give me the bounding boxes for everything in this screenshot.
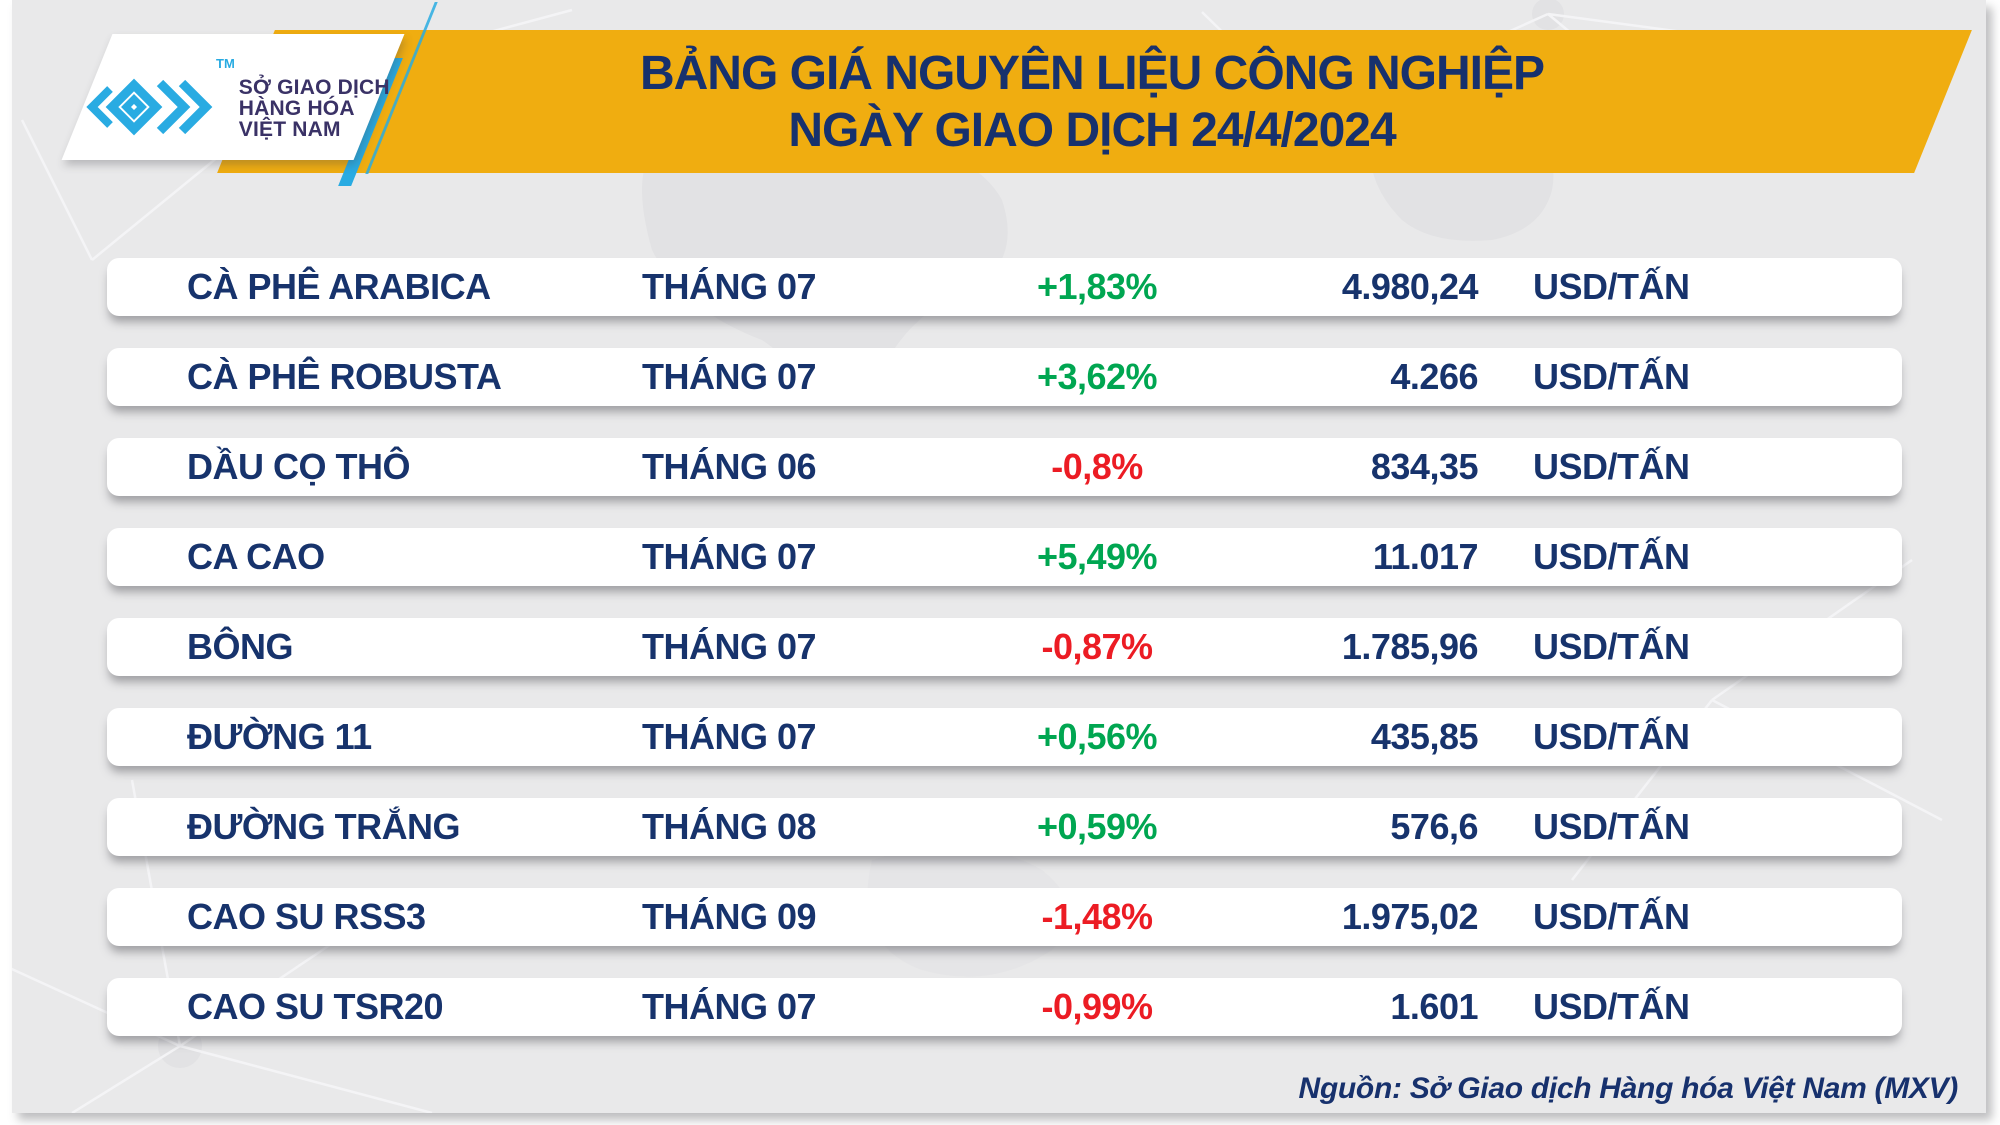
unit-label: USD/TẤN (1533, 806, 1690, 847)
unit-label: USD/TẤN (1533, 716, 1690, 757)
contract-month: THÁNG 07 (641, 356, 817, 397)
change-percent: -0,99% (1041, 986, 1153, 1027)
price-value: 435,85 (1370, 716, 1479, 757)
table-row: BÔNG THÁNG 07 -0,87% 1.785,96 USD/TẤN (107, 618, 1902, 676)
change-percent: +0,59% (1036, 806, 1158, 847)
price-table: CÀ PHÊ ARABICA THÁNG 07 +1,83% 4.980,24 … (107, 258, 1902, 1068)
mxv-logo-icon (86, 78, 213, 136)
page-title: BẢNG GIÁ NGUYÊN LIỆU CÔNG NGHIỆP NGÀY GI… (392, 30, 1792, 173)
price-value: 4.980,24 (1341, 266, 1479, 307)
table-row: CAO SU RSS3 THÁNG 09 -1,48% 1.975,02 USD… (107, 888, 1902, 946)
unit-label: USD/TẤN (1533, 986, 1690, 1027)
table-row: CÀ PHÊ ROBUSTA THÁNG 07 +3,62% 4.266 USD… (107, 348, 1902, 406)
trademark-label: TM (216, 56, 235, 71)
commodity-name: DẦU CỌ THÔ (187, 446, 411, 487)
logo-org-name: SỞ GIAO DỊCH HÀNG HÓA VIỆT NAM (239, 77, 390, 140)
unit-label: USD/TẤN (1533, 626, 1690, 667)
logo-org-line1: SỞ GIAO DỊCH (238, 75, 390, 99)
table-row: ĐƯỜNG 11 THÁNG 07 +0,56% 435,85 USD/TẤN (107, 708, 1902, 766)
price-value: 4.266 (1390, 356, 1478, 397)
change-percent: +3,62% (1036, 356, 1158, 397)
change-percent: -0,8% (1051, 446, 1143, 487)
table-row: CA CAO THÁNG 07 +5,49% 11.017 USD/TẤN (107, 528, 1902, 586)
commodity-name: BÔNG (187, 626, 294, 667)
background-panel: BẢNG GIÁ NGUYÊN LIỆU CÔNG NGHIỆP NGÀY GI… (12, 0, 1986, 1113)
contract-month: THÁNG 07 (641, 986, 817, 1027)
table-row: CÀ PHÊ ARABICA THÁNG 07 +1,83% 4.980,24 … (107, 258, 1902, 316)
contract-month: THÁNG 06 (641, 446, 817, 487)
table-row: CAO SU TSR20 THÁNG 07 -0,99% 1.601 USD/T… (107, 978, 1902, 1036)
commodity-name: CAO SU RSS3 (187, 896, 426, 937)
mxv-logo: TM SỞ GIAO DỊCH HÀNG HÓA VIỆT NAM (82, 40, 392, 160)
price-value: 1.601 (1390, 986, 1478, 1027)
contract-month: THÁNG 07 (641, 536, 817, 577)
table-row: DẦU CỌ THÔ THÁNG 06 -0,8% 834,35 USD/TẤN (107, 438, 1902, 496)
contract-month: THÁNG 09 (641, 896, 817, 937)
price-value: 11.017 (1372, 536, 1479, 577)
price-value: 1.975,02 (1341, 896, 1479, 937)
commodity-name: CÀ PHÊ ROBUSTA (187, 356, 502, 397)
contract-month: THÁNG 07 (641, 626, 817, 667)
contract-month: THÁNG 08 (641, 806, 817, 847)
unit-label: USD/TẤN (1533, 536, 1690, 577)
title-line-1: BẢNG GIÁ NGUYÊN LIỆU CÔNG NGHIỆP (639, 46, 1545, 100)
commodity-name: ĐƯỜNG 11 (187, 716, 372, 757)
change-percent: -0,87% (1041, 626, 1153, 667)
source-caption: Nguồn: Sở Giao dịch Hàng hóa Việt Nam (M… (1298, 1072, 1959, 1105)
unit-label: USD/TẤN (1533, 446, 1690, 487)
title-line-2: NGÀY GIAO DỊCH 24/4/2024 (788, 103, 1396, 157)
contract-month: THÁNG 07 (641, 716, 817, 757)
logo-org-line2: HÀNG HÓA (238, 96, 355, 120)
contract-month: THÁNG 07 (641, 266, 817, 307)
change-percent: +0,56% (1036, 716, 1158, 757)
unit-label: USD/TẤN (1533, 356, 1690, 397)
commodity-name: CA CAO (187, 536, 325, 577)
unit-label: USD/TẤN (1533, 266, 1690, 307)
change-percent: -1,48% (1041, 896, 1153, 937)
price-value: 834,35 (1370, 446, 1479, 487)
table-row: ĐƯỜNG TRẮNG THÁNG 08 +0,59% 576,6 USD/TẤ… (107, 798, 1902, 856)
change-percent: +1,83% (1036, 266, 1158, 307)
price-value: 1.785,96 (1341, 626, 1479, 667)
commodity-name: CAO SU TSR20 (187, 986, 444, 1027)
logo-org-line3: VIỆT NAM (238, 117, 341, 141)
change-percent: +5,49% (1036, 536, 1158, 577)
commodity-name: ĐƯỜNG TRẮNG (187, 806, 461, 847)
price-value: 576,6 (1390, 806, 1478, 847)
commodity-name: CÀ PHÊ ARABICA (187, 266, 491, 307)
unit-label: USD/TẤN (1533, 896, 1690, 937)
